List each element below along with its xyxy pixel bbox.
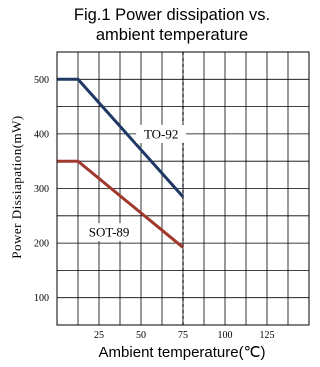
series-label-sot-89: SOT-89 bbox=[89, 225, 130, 240]
x-tick-label-100: 100 bbox=[218, 330, 233, 341]
x-tick-label-125: 125 bbox=[260, 330, 275, 341]
x-tick-label-75: 75 bbox=[178, 330, 188, 341]
series-label-bg-sot-89 bbox=[80, 223, 139, 242]
grid-lines bbox=[57, 52, 309, 325]
series-layer bbox=[57, 77, 185, 249]
series-line-sot-89 bbox=[57, 159, 184, 249]
chart-title-line-2: ambient temperature bbox=[96, 26, 248, 44]
y-tick-label-200: 200 bbox=[34, 239, 49, 250]
y-tick-label-500: 500 bbox=[34, 75, 49, 86]
y-tick-labels: 100 200 300 400 500 bbox=[34, 75, 49, 304]
x-tick-labels: 25 50 75 100 125 bbox=[94, 330, 275, 341]
plot-border bbox=[56, 51, 310, 326]
y-tick-label-300: 300 bbox=[34, 184, 49, 195]
series-label-to-92: TO-92 bbox=[144, 126, 178, 141]
x-tick-label-25: 25 bbox=[94, 330, 104, 341]
chart-title-line-1: Fig.1 Power dissipation vs. bbox=[74, 6, 270, 24]
series-line-to-92 bbox=[57, 77, 185, 198]
y-tick-label-100: 100 bbox=[34, 293, 49, 304]
y-axis-label: Power Dissiapation(mW) bbox=[9, 115, 24, 259]
series-label-bg-to-92 bbox=[136, 124, 187, 143]
x-tick-label-50: 50 bbox=[136, 330, 146, 341]
x-axis-label: Ambient temperature(℃) bbox=[99, 344, 266, 361]
series-label-layer: TO-92 SOT-89 bbox=[80, 124, 187, 242]
y-tick-label-400: 400 bbox=[34, 129, 49, 140]
